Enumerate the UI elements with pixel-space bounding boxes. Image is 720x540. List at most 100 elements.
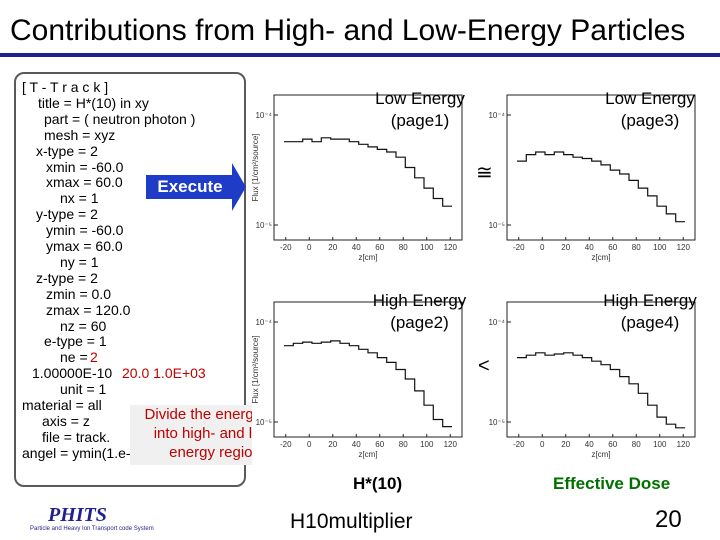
x-tick-label: -20 <box>513 243 525 252</box>
plot-frame <box>273 94 463 241</box>
x-tick-label: 80 <box>399 440 408 449</box>
callout-line: energy region <box>169 444 261 461</box>
plot-low-energy-page1: -20 0 20 40 60 80 100 120 z[cm] 10⁻⁴ 10⁻⁵ Flux [1/c… <box>251 65 472 270</box>
flux-histogram-line <box>517 352 685 429</box>
x-tick-label: 100 <box>653 440 667 449</box>
x-tick-label: 100 <box>420 440 434 449</box>
x-tick-label: 120 <box>444 243 458 252</box>
plot-label-line: High Energy <box>603 291 697 310</box>
x-tick-label: -20 <box>513 440 525 449</box>
x-tick-label: 0 <box>540 440 545 449</box>
plot-canvas: -20 0 20 40 60 80 100 120 z[cm] 10⁻⁴ 10⁻⁵ <box>488 94 696 262</box>
input-file-panel: [ T - T r a c k ] title = H*(10) in xy par… <box>14 72 246 487</box>
x-tick-label: 60 <box>608 243 617 252</box>
y-tick-label: 10⁻⁵ <box>489 418 505 427</box>
plot-canvas: -20 0 20 40 60 80 100 120 z[cm] 10⁻⁴ 10⁻⁵ Flux [1/c… <box>251 301 463 459</box>
x-tick-label: 60 <box>375 440 384 449</box>
y-tick-label: 10⁻⁵ <box>256 221 272 230</box>
execute-arrow-icon <box>232 163 246 211</box>
input-line: title = H*(10) in xy <box>38 94 149 111</box>
x-tick-label: 60 <box>608 440 617 449</box>
x-tick-label: 0 <box>540 243 545 252</box>
x-tick-label: 100 <box>653 243 667 252</box>
x-tick-label: 40 <box>352 440 361 449</box>
plot-label-line: Low Energy <box>375 89 465 108</box>
plot-label-line: (page3) <box>620 111 680 130</box>
plot-frame <box>506 94 696 241</box>
plot-label-page1: Low Energy (page1) <box>365 88 475 132</box>
x-tick-label: 80 <box>632 440 641 449</box>
logo-subtitle: Particle and Heavy Ion Transport code Sy… <box>30 526 154 532</box>
input-line: e-type = 1 <box>44 333 107 350</box>
callout-line: Divide the energy bin <box>144 406 286 423</box>
input-line: x-type = 2 <box>36 142 98 159</box>
logo-text: PHITS <box>48 504 107 526</box>
plot-high-energy-page4: -20 0 20 40 60 80 100 120 z[cm] 10⁻⁴ 10⁻⁵ <box>485 272 705 467</box>
plot-label-line: (page1) <box>390 111 450 130</box>
plot-canvas: -20 0 20 40 60 80 100 120 z[cm] 10⁻⁴ 10⁻⁵ <box>488 301 696 459</box>
plot-label-line: Low Energy <box>605 89 695 108</box>
plot-label-page2: High Energy (page2) <box>362 290 477 334</box>
plot-label-page3: Low Energy (page3) <box>590 88 710 132</box>
x-tick-label: 120 <box>444 440 458 449</box>
y-tick-label: 10⁻⁴ <box>255 111 272 120</box>
input-line: z-type = 2 <box>36 269 98 286</box>
x-tick-label: 120 <box>677 440 691 449</box>
input-line: [ T - T r a c k ] <box>22 79 109 95</box>
x-tick-label: 20 <box>561 440 570 449</box>
x-tick-label: 20 <box>561 243 570 252</box>
input-line: ymin = -60.0 <box>46 222 124 239</box>
flux-histogram-line <box>517 151 685 223</box>
y-tick-label: 10⁻⁵ <box>489 221 505 230</box>
input-line: mesh = xyz <box>44 126 116 143</box>
x-tick-label: -20 <box>280 440 292 449</box>
x-tick-label: 100 <box>420 243 434 252</box>
y-tick-label: 10⁻⁴ <box>488 318 505 327</box>
column-label-h10: H*(10) <box>353 474 403 493</box>
plot-label-line: (page4) <box>620 313 680 332</box>
flux-histogram-line <box>284 340 452 428</box>
plot-frame <box>273 301 463 438</box>
x-tick-label: 40 <box>352 243 361 252</box>
input-line: 1.00000E-10 <box>32 365 113 382</box>
x-tick-label: 60 <box>375 243 384 252</box>
slide-title: Contributions from High- and Low-Energy … <box>10 14 686 47</box>
x-tick-label: 120 <box>677 243 691 252</box>
y-axis-label: Flux [1/cm²/source] <box>251 133 260 201</box>
x-tick-label: 80 <box>399 243 408 252</box>
x-tick-label: 0 <box>307 243 312 252</box>
input-line: ymax = 60.0 <box>46 238 123 254</box>
y-tick-label: 10⁻⁴ <box>488 111 505 120</box>
y-axis-label: Flux [1/cm²/source] <box>251 335 260 403</box>
input-line: material = all <box>22 397 102 413</box>
x-tick-label: 80 <box>632 243 641 252</box>
column-label-effective-dose: Effective Dose <box>553 474 671 493</box>
y-tick-label: 10⁻⁵ <box>256 418 272 427</box>
input-line: axis = z <box>42 412 90 429</box>
phits-logo: PHITS Particle and Heavy Ion Transport c… <box>30 505 170 537</box>
input-line: ne = <box>60 349 88 366</box>
approx-equal-symbol: ≅ <box>476 162 493 184</box>
energy-bins-value: 20.0 1.0E+03 <box>122 365 206 382</box>
x-tick-label: 0 <box>307 440 312 449</box>
plot-canvas: -20 0 20 40 60 80 100 120 z[cm] 10⁻⁴ 10⁻⁵ Flux [1/c… <box>251 94 463 262</box>
input-line: zmin = 0.0 <box>46 285 111 302</box>
x-axis-label: z[cm] <box>358 253 377 262</box>
plot-frame <box>506 301 696 438</box>
execute-button[interactable]: Execute <box>146 175 234 199</box>
x-tick-label: 40 <box>585 440 594 449</box>
less-than-symbol: < <box>478 355 490 377</box>
input-line: ny = 1 <box>60 253 99 270</box>
x-axis-label: z[cm] <box>591 450 610 459</box>
x-tick-label: -20 <box>280 243 292 252</box>
input-line: nz = 60 <box>60 317 107 334</box>
input-line: unit = 1 <box>60 381 107 398</box>
input-line: xmax = 60.0 <box>46 174 123 191</box>
x-axis-label: z[cm] <box>358 450 377 459</box>
input-line: nx = 1 <box>60 190 99 207</box>
x-tick-label: 20 <box>328 243 337 252</box>
flux-histogram-line <box>284 137 452 207</box>
input-line: zmax = 120.0 <box>46 301 131 318</box>
footer-center-text: H10multiplier <box>290 510 413 533</box>
input-line: file = track. <box>42 428 111 445</box>
